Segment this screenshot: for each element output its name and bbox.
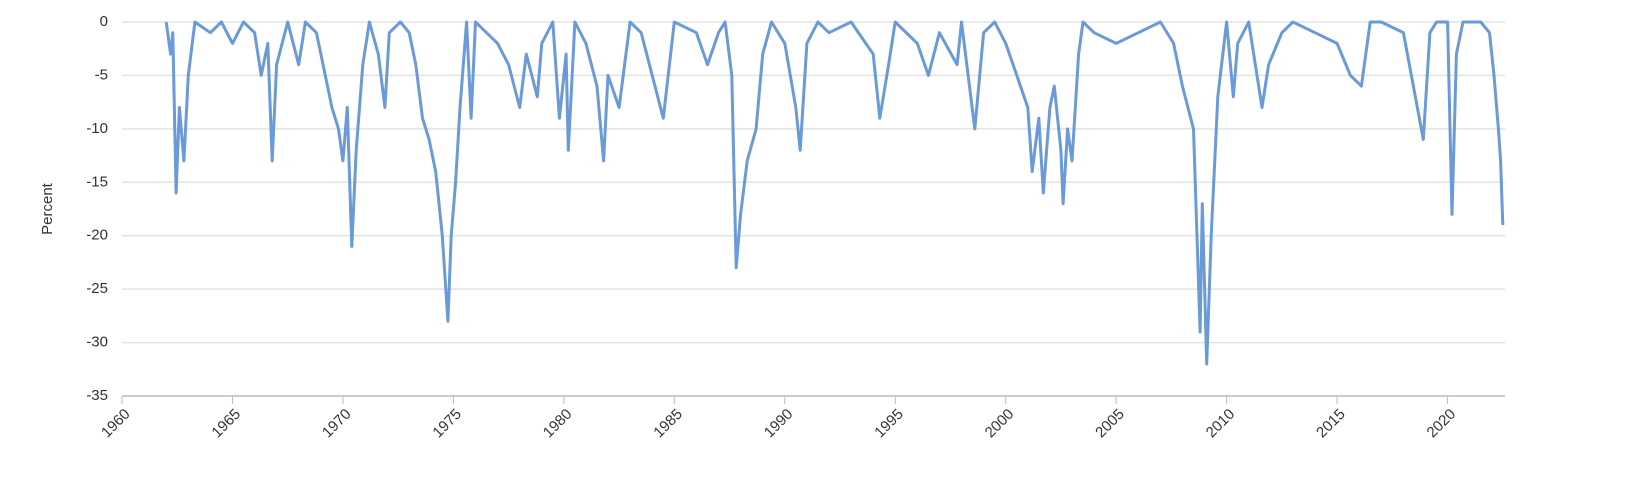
x-tick-label: 2005	[1092, 406, 1128, 442]
y-tick-label: -15	[86, 173, 108, 190]
x-tick-label: 1985	[650, 406, 686, 442]
line	[164, 20, 1505, 366]
x-tick-label: 1975	[429, 406, 465, 442]
y-tick-label: -10	[86, 120, 108, 137]
x-tick-label: 1995	[871, 406, 907, 442]
y-tick-label: 0	[100, 13, 108, 30]
y-tick-label: -20	[86, 227, 108, 244]
x-tick-label: 2020	[1424, 406, 1460, 442]
x-tick-label: 2000	[982, 406, 1018, 442]
x-tick-label: 1965	[208, 406, 244, 442]
x-tick-label: 1990	[761, 406, 797, 442]
y-tick-label: -5	[95, 66, 108, 83]
x-tick-label: 1980	[540, 406, 576, 442]
x-tick-label: 2010	[1203, 406, 1239, 442]
y-tick-label: -25	[86, 280, 108, 297]
x-tick-label: 2015	[1313, 406, 1349, 442]
y-tick-label: -35	[86, 387, 108, 404]
y-axis-label: Percent	[39, 182, 56, 235]
y-tick-label: -30	[86, 334, 108, 351]
x-tick-label: 1970	[319, 406, 355, 442]
x-tick-label: 1960	[98, 406, 134, 442]
